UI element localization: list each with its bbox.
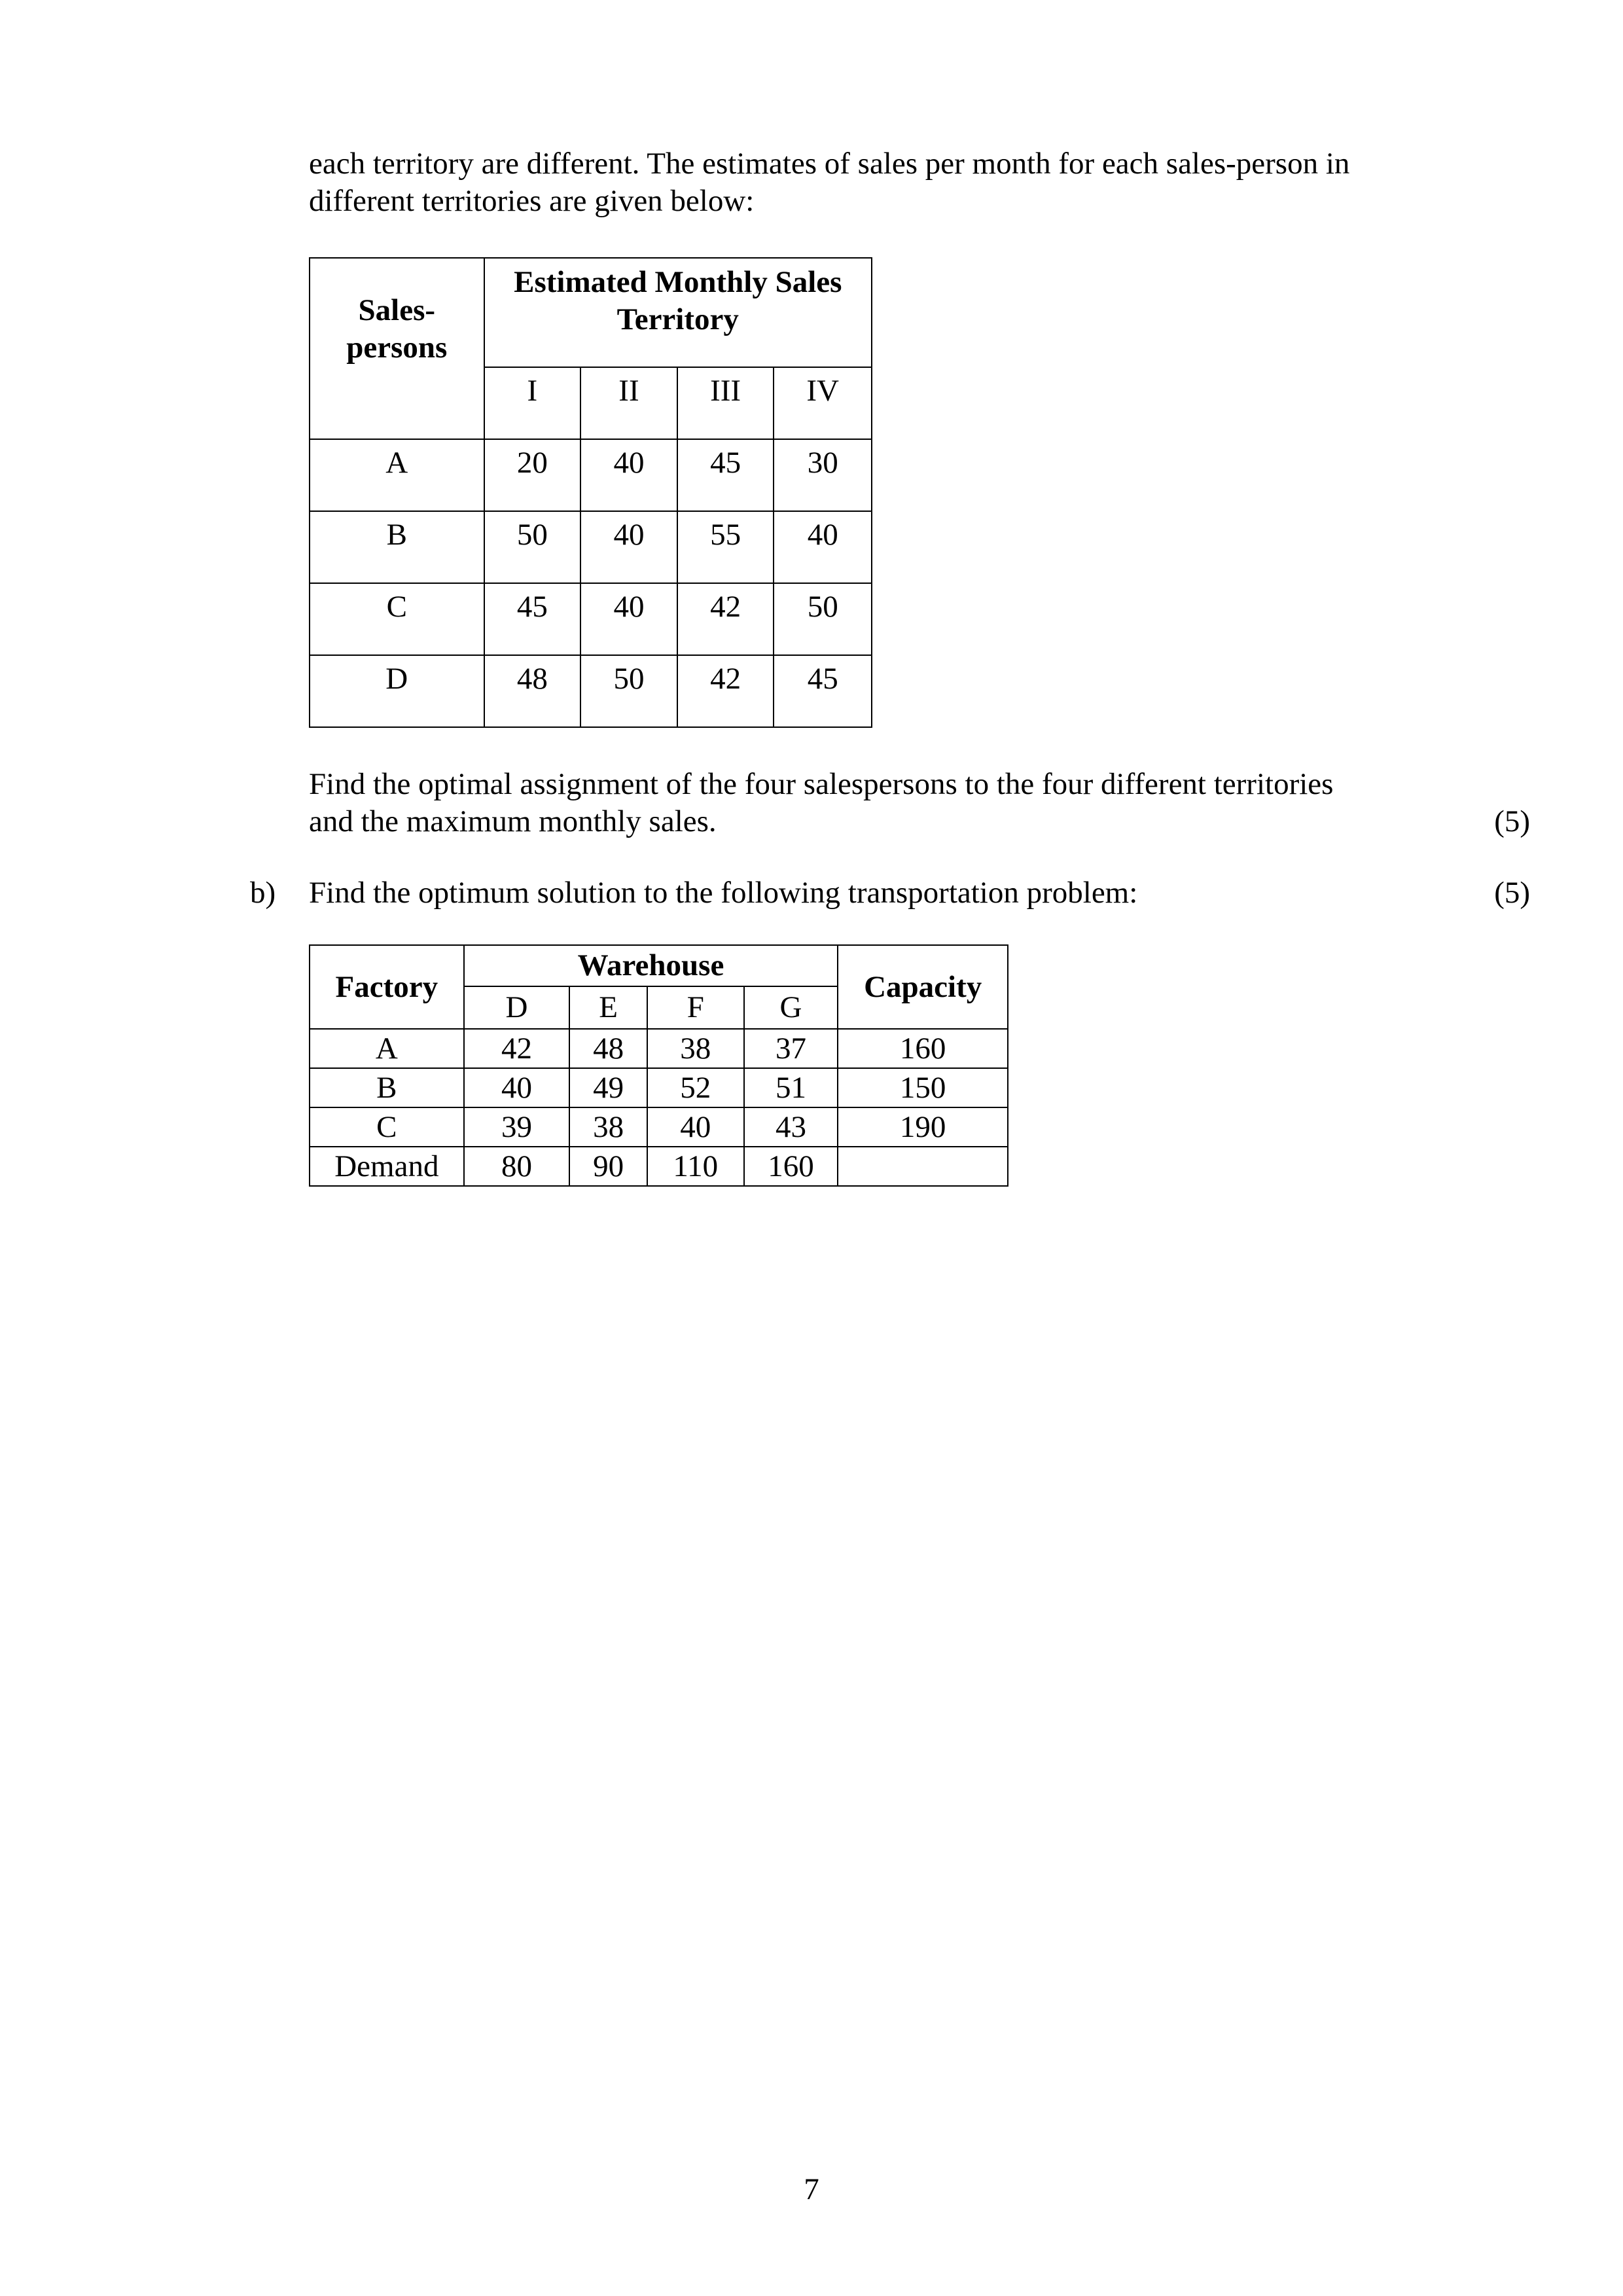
estimated-sales-header: Estimated Monthly Sales Territory <box>483 257 873 368</box>
question-b-marks: (5) <box>1494 876 1530 910</box>
cell: 90 <box>569 1146 648 1187</box>
capacity-cell: 190 <box>837 1107 1008 1147</box>
warehouse-column: F <box>646 986 745 1030</box>
assignment-table: Sales- persons Estimated Monthly Sales T… <box>309 257 873 728</box>
question-a-marks: (5) <box>1494 804 1530 838</box>
question-a-line-1: Find the optimal assignment of the four … <box>309 767 1334 801</box>
salespersons-header: Sales- persons <box>309 257 485 440</box>
cell: 48 <box>483 655 582 728</box>
header-line: Estimated Monthly Sales <box>514 265 842 299</box>
question-a: Find the optimal assignment of the four … <box>309 766 1530 840</box>
question-b-label: b) <box>250 876 276 910</box>
capacity-cell <box>837 1146 1008 1187</box>
table-row: A 42 48 38 37 160 <box>309 1028 1008 1069</box>
row-label: C <box>309 583 485 656</box>
cell: 50 <box>773 583 872 656</box>
row-label: Demand <box>309 1146 465 1187</box>
page-number: 7 <box>804 2172 819 2206</box>
cell: 20 <box>483 439 582 512</box>
cell: 40 <box>646 1107 745 1147</box>
cell: 39 <box>463 1107 571 1147</box>
territory-header: I <box>483 367 582 440</box>
cell: 30 <box>773 439 872 512</box>
header-line: Territory <box>616 302 739 336</box>
cell: 45 <box>483 583 582 656</box>
cell: 40 <box>580 583 678 656</box>
cell: 37 <box>743 1028 839 1069</box>
question-b-text: Find the optimum solution to the followi… <box>309 876 1138 910</box>
territory-header: IV <box>773 367 872 440</box>
transportation-table: Factory Warehouse Capacity D E F G A 42 … <box>309 944 1008 1187</box>
warehouse-column: G <box>743 986 839 1030</box>
row-label: A <box>309 1028 465 1069</box>
table-row: B 40 49 52 51 150 <box>309 1067 1008 1108</box>
cell: 55 <box>676 511 775 584</box>
row-label: A <box>309 439 485 512</box>
cell: 52 <box>646 1067 745 1108</box>
cell: 49 <box>569 1067 648 1108</box>
cell: 45 <box>773 655 872 728</box>
cell: 43 <box>743 1107 839 1147</box>
table-row: B 50 40 55 40 <box>309 511 872 584</box>
capacity-header: Capacity <box>837 944 1008 1030</box>
row-label: B <box>309 511 485 584</box>
intro-line-1: each territory are different. The estima… <box>309 147 1350 181</box>
cell: 110 <box>646 1146 745 1187</box>
cell: 50 <box>580 655 678 728</box>
cell: 45 <box>676 439 775 512</box>
cell: 80 <box>463 1146 571 1187</box>
warehouse-column: D <box>463 986 571 1030</box>
capacity-cell: 150 <box>837 1067 1008 1108</box>
header-line: persons <box>346 330 448 365</box>
cell: 160 <box>743 1146 839 1187</box>
cell: 40 <box>773 511 872 584</box>
cell: 51 <box>743 1067 839 1108</box>
row-label: D <box>309 655 485 728</box>
row-label: C <box>309 1107 465 1147</box>
row-label: B <box>309 1067 465 1108</box>
table-row: C 45 40 42 50 <box>309 583 872 656</box>
cell: 38 <box>646 1028 745 1069</box>
table-row: D 48 50 42 45 <box>309 655 872 728</box>
cell: 42 <box>676 655 775 728</box>
cell: 38 <box>569 1107 648 1147</box>
table-row: C 39 38 40 43 190 <box>309 1107 1008 1147</box>
cell: 40 <box>580 439 678 512</box>
intro-paragraph: each territory are different. The estima… <box>309 145 1552 220</box>
warehouse-column: E <box>569 986 648 1030</box>
table-row-demand: Demand 80 90 110 160 <box>309 1146 1008 1187</box>
capacity-cell: 160 <box>837 1028 1008 1069</box>
cell: 42 <box>463 1028 571 1069</box>
table-row: A 20 40 45 30 <box>309 439 872 512</box>
header-line: Sales- <box>358 293 436 327</box>
cell: 42 <box>676 583 775 656</box>
factory-header: Factory <box>309 944 465 1030</box>
cell: 48 <box>569 1028 648 1069</box>
territory-header: III <box>676 367 775 440</box>
cell: 40 <box>580 511 678 584</box>
question-a-line-2: and the maximum monthly sales. <box>309 804 717 838</box>
territory-header: II <box>580 367 678 440</box>
intro-line-2: different territories are given below: <box>309 184 755 218</box>
warehouse-header: Warehouse <box>463 944 839 987</box>
cell: 40 <box>463 1067 571 1108</box>
cell: 50 <box>483 511 582 584</box>
